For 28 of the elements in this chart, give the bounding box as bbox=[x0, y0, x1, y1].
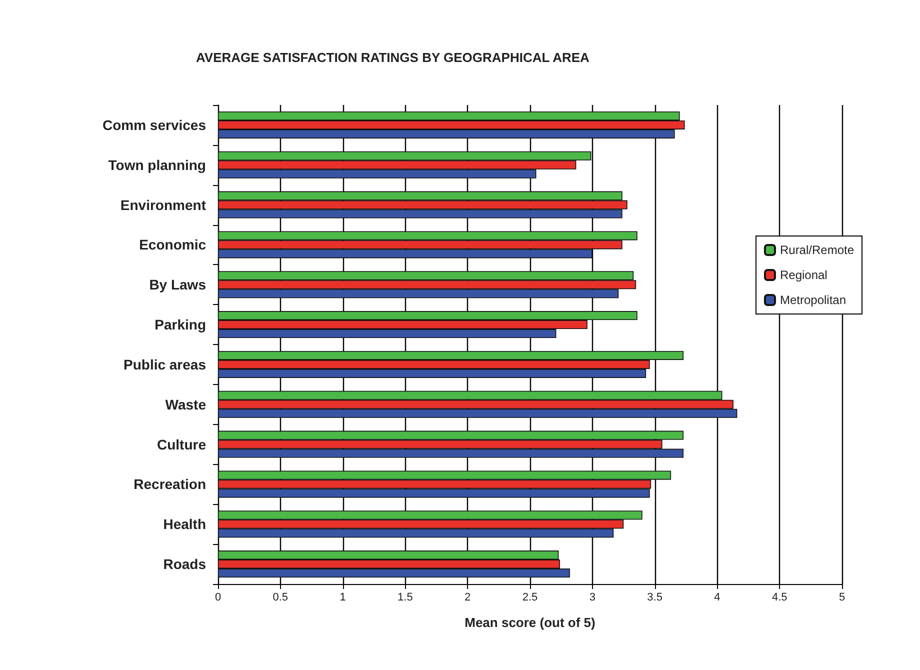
x-tick-label: 5 bbox=[838, 592, 846, 604]
x-tick-label: 4 bbox=[714, 592, 720, 604]
y-tick-label: Environment bbox=[120, 196, 206, 213]
y-tick-label: Waste bbox=[165, 396, 206, 412]
y-tick-label: Health bbox=[163, 516, 206, 532]
chart-title: AVERAGE SATISFACTION RATINGS BY GEOGRAPHICAL AREA bbox=[196, 50, 590, 65]
x-tick-label: 3.5 bbox=[647, 592, 662, 604]
x-tick-label: 1.5 bbox=[398, 592, 413, 604]
y-tick-label: By Laws bbox=[149, 276, 206, 293]
legend-label: Metropolitan bbox=[780, 293, 846, 307]
x-axis-title: Mean score (out of 5) bbox=[464, 615, 596, 630]
y-tick-label: Culture bbox=[157, 436, 206, 452]
y-tick-label: Parking bbox=[154, 316, 206, 333]
x-tick-label: 0.5 bbox=[272, 592, 288, 604]
y-tick-label: Economic bbox=[139, 236, 206, 253]
x-tick-label: 1 bbox=[340, 592, 346, 604]
y-tick-label: Comm services bbox=[102, 116, 206, 133]
y-tick-label: Public areas bbox=[124, 356, 206, 372]
y-tick-label: Recreation bbox=[134, 476, 206, 492]
y-tick-label: Town planning bbox=[108, 156, 206, 173]
x-tick-label: 4.5 bbox=[772, 592, 788, 604]
x-tick-label: 2.5 bbox=[522, 592, 538, 604]
x-tick-label: 0 bbox=[214, 592, 222, 604]
y-tick-label: Roads bbox=[163, 556, 206, 572]
x-tick-label: 3 bbox=[589, 592, 596, 604]
legend-label: Rural/Remote bbox=[780, 243, 854, 257]
legend-label: Regional bbox=[780, 268, 828, 282]
x-tick-label: 2 bbox=[464, 592, 471, 604]
